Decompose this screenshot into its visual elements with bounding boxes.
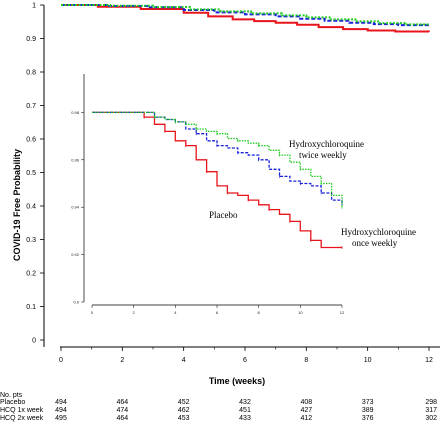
x-tick-label: 2: [120, 357, 124, 364]
risk-cell: 474: [116, 407, 128, 414]
y-tick-label: 0.5: [26, 170, 36, 177]
inset-series: [92, 111, 343, 249]
inset-x-tick-label: 8: [258, 310, 261, 315]
series-line-hcq-once: [61, 4, 430, 27]
series-line-hcq-twice: [61, 4, 430, 26]
x-tick-label: 6: [243, 357, 247, 364]
risk-cell: 412: [300, 415, 312, 422]
x-tick-label: 12: [425, 357, 433, 364]
risk-cell: 494: [55, 407, 67, 414]
inset-y-tick-label: 0.98: [71, 110, 80, 115]
risk-cell: 302: [425, 415, 437, 422]
inset-x-tick-label: 4: [174, 310, 177, 315]
y-tick-label: 0.7: [26, 103, 36, 110]
risk-cell: 464: [116, 415, 128, 422]
y-tick-label: 1: [32, 3, 36, 10]
annotation-hcq-once-line2: once weekly: [352, 238, 398, 248]
annotation-hcq-once-line1: Hydroxychloroquine: [341, 227, 416, 237]
y-axis-label: COVID-19 Free Probability: [12, 149, 22, 261]
risk-cell: 462: [178, 407, 190, 414]
risk-row-label-placebo: Placebo: [0, 399, 25, 406]
x-tick-label: 8: [304, 357, 308, 364]
inset-x-tick-label: 2: [133, 310, 136, 315]
inset-series-line-hcq-twice: [92, 111, 343, 208]
y-tick-label: 0.4: [26, 204, 36, 211]
risk-cell: 453: [178, 415, 190, 422]
inset-x-tick-label: 12: [340, 310, 345, 315]
inset-x-tick-label: 6: [216, 310, 219, 315]
y-ticks: 0 0.1 0.2 0.3 0.4 0.5 0.6 0.7 0.8 0.9 1: [26, 3, 44, 345]
x-tick-label: 10: [364, 357, 372, 364]
inset-x-ticks: 0 2 4 6 8 10 12: [91, 305, 345, 315]
risk-cell: 317: [425, 407, 437, 414]
risk-cell: 452: [178, 399, 190, 406]
risk-cell: 408: [300, 399, 312, 406]
y-tick-label: 0.3: [26, 237, 36, 244]
y-tick-label: 0.1: [26, 304, 36, 311]
risk-cell: 495: [55, 415, 67, 422]
risk-cell: 433: [239, 415, 251, 422]
inset-y-tick-label: 0.94: [71, 205, 80, 210]
y-tick-label: 0.9: [26, 36, 36, 43]
main-series: [61, 4, 430, 33]
x-axis-label: Time (weeks): [209, 376, 265, 386]
risk-cell: 432: [239, 399, 251, 406]
risk-row-label-hcq-1x: HCQ 1x week: [0, 407, 44, 414]
inset-x-tick-label: 0: [91, 310, 94, 315]
x-ticks: 0 2 4 6 8 10 12: [59, 347, 433, 364]
risk-cell: 376: [362, 415, 374, 422]
risk-table: No. pts Placebo HCQ 1x week HCQ 2x week …: [0, 392, 437, 422]
risk-cell: 389: [362, 407, 374, 414]
annotation-hcq-twice-line1: Hydroxychloroquine: [289, 139, 364, 149]
x-tick-label: 0: [59, 357, 63, 364]
series-line-placebo: [61, 4, 430, 33]
inset-plot: 0.9 0.92 0.94 0.96 0.98 0 2 4 6 8 10 12 Hydroxychl…: [71, 74, 416, 315]
risk-cell: 373: [362, 399, 374, 406]
main-plot: 0 0.1 0.2 0.3 0.4 0.5 0.6 0.7 0.8 0.9 1 0 2 4 6 8 10 12: [26, 3, 440, 364]
risk-cell: 464: [116, 399, 128, 406]
inset-y-tick-label: 0.92: [71, 252, 80, 257]
risk-table-header: No. pts: [0, 392, 23, 399]
x-tick-label: 4: [182, 357, 186, 364]
annotation-placebo: Placebo: [209, 210, 238, 220]
inset-y-tick-label: 0.96: [71, 157, 80, 162]
y-tick-label: 0.8: [26, 70, 36, 77]
annotation-hcq-twice-line2: twice weekly: [299, 150, 347, 160]
inset-y-ticks: 0.9 0.92 0.94 0.96 0.98: [71, 110, 84, 305]
y-tick-label: 0: [32, 338, 36, 345]
risk-row-label-hcq-2x: HCQ 2x week: [0, 415, 44, 422]
risk-cell: 494: [55, 399, 67, 406]
inset-y-tick-label: 0.9: [73, 300, 79, 305]
y-tick-label: 0.6: [26, 137, 36, 144]
risk-cell: 298: [425, 399, 437, 406]
risk-cell: 451: [239, 407, 251, 414]
y-tick-label: 0.2: [26, 271, 36, 278]
risk-cell: 427: [300, 407, 312, 414]
inset-x-tick-label: 10: [298, 310, 303, 315]
